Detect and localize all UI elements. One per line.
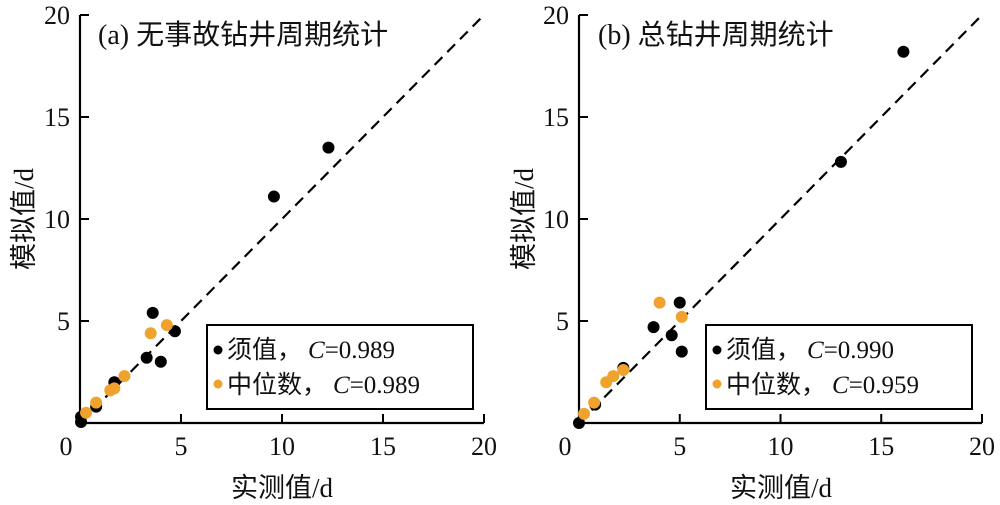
legend-prefix: 须值， bbox=[227, 336, 302, 364]
panel-b-y-tick-label: 5 bbox=[556, 307, 569, 336]
data-point bbox=[675, 345, 688, 358]
panel-b-y-axis-label: 模拟值/d bbox=[509, 168, 539, 271]
legend-c-value: =0.989 bbox=[350, 372, 420, 399]
panel-a-legend: 须值， C=0.989 中位数， C=0.989 bbox=[206, 324, 474, 410]
panel-b-x-tick-label: 0 bbox=[559, 432, 572, 461]
panel-b-title: (b) 总钻井周期统计 bbox=[598, 19, 834, 51]
data-point bbox=[673, 296, 686, 309]
data-point bbox=[653, 296, 666, 309]
legend-prefix: 中位数， bbox=[227, 371, 327, 399]
panel-a-legend-marker-median bbox=[213, 379, 223, 389]
panel-b-axes: 0 5 10 15 20 5 10 15 20 bbox=[543, 1, 995, 461]
data-point bbox=[90, 396, 103, 409]
panel-a-legend-marker-whisker bbox=[213, 345, 223, 355]
legend-c-value: =0.990 bbox=[824, 337, 894, 364]
panel-b-x-tick-label: 20 bbox=[969, 432, 995, 461]
panel-a-axes: 0 5 10 15 20 5 10 15 20 bbox=[44, 1, 497, 461]
panel-a: (a) 无事故钻井周期统计 实测值/d 模拟值/d 0 5 10 15 20 5 10 15 2… bbox=[9, 1, 497, 503]
legend-c-symbol: C bbox=[333, 372, 350, 399]
panel-a-x-tick-label: 15 bbox=[370, 432, 396, 461]
panel-a-x-axis-label: 实测值/d bbox=[231, 473, 334, 503]
legend-c-symbol: C bbox=[832, 372, 849, 399]
panel-a-y-tick-label: 10 bbox=[44, 205, 70, 234]
data-point bbox=[897, 45, 910, 58]
panel-a-series-median bbox=[80, 319, 173, 419]
panel-b-legend-label-median: 中位数， C=0.959 bbox=[726, 371, 919, 399]
panel-b: (b) 总钻井周期统计 实测值/d 模拟值/d 0 5 10 15 205101520 … bbox=[509, 1, 995, 503]
panel-b-x-axis-label: 实测值/d bbox=[730, 473, 833, 503]
data-point bbox=[617, 363, 630, 376]
data-point bbox=[154, 355, 167, 368]
panel-a-y-axis-label: 模拟值/d bbox=[9, 168, 39, 271]
panel-a-title: (a) 无事故钻井周期统计 bbox=[98, 19, 388, 51]
legend-c-symbol: C bbox=[807, 337, 824, 364]
panel-b-x-tick-label: 5 bbox=[673, 432, 686, 461]
panel-a-x-tick-label: 20 bbox=[471, 432, 497, 461]
panel-a-y-tick-label: 5 bbox=[57, 307, 70, 336]
panel-a-x-tick-label: 5 bbox=[175, 432, 188, 461]
panel-b-legend-marker-whisker bbox=[712, 345, 722, 355]
panel-a-legend-label-median: 中位数， C=0.989 bbox=[227, 371, 420, 399]
legend-c-value: =0.989 bbox=[325, 337, 395, 364]
data-point bbox=[834, 155, 847, 168]
panel-b-x-tick-label: 10 bbox=[768, 432, 794, 461]
panel-b-series-median bbox=[578, 296, 688, 420]
panel-b-legend-label-whisker: 须值， C=0.990 bbox=[726, 336, 894, 364]
data-point bbox=[144, 327, 157, 340]
legend-c-symbol: C bbox=[308, 337, 325, 364]
panel-b-y-tick-label: 10 bbox=[543, 205, 569, 234]
data-point bbox=[140, 351, 153, 364]
panel-a-legend-label-whisker: 须值， C=0.989 bbox=[227, 336, 395, 364]
legend-prefix: 须值， bbox=[726, 336, 801, 364]
panel-b-legend-box bbox=[705, 324, 973, 410]
panel-a-legend-box bbox=[206, 324, 474, 410]
data-point bbox=[322, 141, 335, 154]
data-point bbox=[588, 396, 601, 409]
legend-prefix: 中位数， bbox=[726, 371, 826, 399]
panel-b-y-tick-label: 20 bbox=[543, 1, 569, 30]
data-point bbox=[118, 370, 131, 383]
data-point bbox=[578, 407, 591, 420]
data-point bbox=[600, 376, 613, 389]
panel-a-y-tick-label: 20 bbox=[44, 1, 70, 30]
panel-b-legend-marker-median bbox=[712, 379, 722, 389]
legend-c-value: =0.959 bbox=[849, 372, 919, 399]
panel-b-legend: 须值， C=0.990 中位数， C=0.959 bbox=[705, 324, 973, 410]
panel-a-x-tick-label: 10 bbox=[269, 432, 295, 461]
data-point bbox=[675, 310, 688, 323]
panel-a-x-tick-label: 0 bbox=[60, 432, 73, 461]
panel-b-x-tick-label: 15 bbox=[868, 432, 894, 461]
data-point bbox=[80, 406, 93, 419]
panel-a-y-tick-label: 15 bbox=[44, 103, 70, 132]
data-point bbox=[267, 190, 280, 203]
data-point bbox=[665, 329, 678, 342]
panel-b-y-tick-label: 15 bbox=[543, 103, 569, 132]
panel-b-reference-line bbox=[578, 14, 983, 424]
data-point bbox=[146, 306, 159, 319]
data-point bbox=[647, 321, 660, 334]
data-point bbox=[573, 417, 585, 429]
data-point bbox=[160, 319, 173, 332]
data-point bbox=[104, 384, 117, 397]
